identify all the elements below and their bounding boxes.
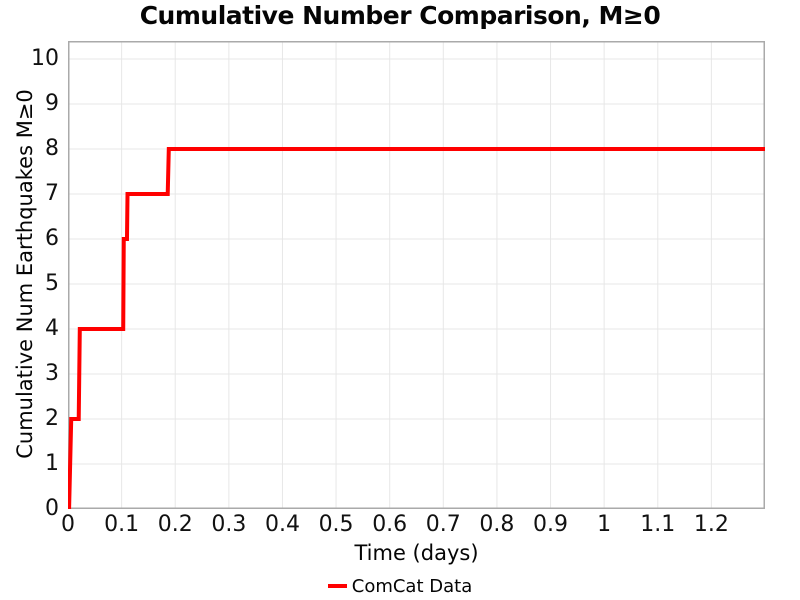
y-tick-label: 7 xyxy=(45,181,59,206)
plot-area xyxy=(68,41,765,509)
x-tick-label: 1.1 xyxy=(640,512,676,537)
x-tick-label: 0.8 xyxy=(479,512,515,537)
y-tick-label: 8 xyxy=(45,136,59,161)
plot-canvas xyxy=(68,41,765,509)
x-tick-label: 0.3 xyxy=(211,512,247,537)
x-tick-label: 1 xyxy=(597,512,612,537)
y-tick-label: 4 xyxy=(45,316,59,341)
y-tick-label: 2 xyxy=(45,406,59,431)
x-tick-label: 0.2 xyxy=(157,512,193,537)
y-tick-label: 10 xyxy=(31,46,59,71)
legend-line-swatch xyxy=(327,584,347,588)
x-tick-label: 0.5 xyxy=(318,512,354,537)
x-tick-label: 0 xyxy=(61,512,75,537)
y-tick-label: 9 xyxy=(45,91,59,116)
x-tick-label: 1.2 xyxy=(693,512,729,537)
x-tick-label: 0.4 xyxy=(264,512,300,537)
legend: ComCat Data xyxy=(0,573,800,599)
y-axis-label: Cumulative Num Earthquakes M≥0 xyxy=(13,89,37,459)
chart-title: Cumulative Number Comparison, M≥0 xyxy=(139,1,661,30)
x-tick-label: 0.6 xyxy=(372,512,408,537)
y-tick-label: 5 xyxy=(45,271,59,296)
y-tick-label: 3 xyxy=(45,361,59,386)
plot-border xyxy=(68,41,765,509)
x-axis-label: Time (days) xyxy=(354,541,479,565)
y-tick-label: 6 xyxy=(45,226,59,251)
comcat-data-line xyxy=(68,147,765,509)
y-tick-label: 1 xyxy=(45,451,59,476)
x-tick-label: 0.9 xyxy=(533,512,569,537)
legend-label: ComCat Data xyxy=(351,575,473,597)
y-tick-label: 0 xyxy=(45,496,59,521)
x-tick-label: 0.7 xyxy=(425,512,461,537)
x-tick-label: 0.1 xyxy=(104,512,140,537)
